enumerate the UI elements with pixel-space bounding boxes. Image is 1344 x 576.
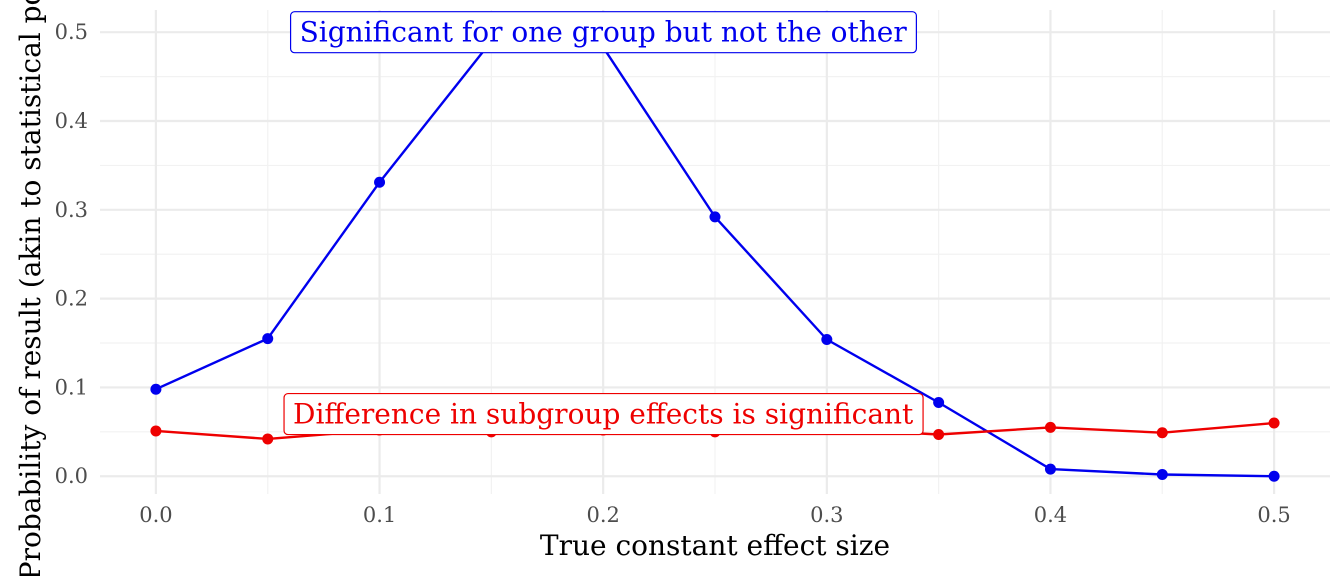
annotation-box <box>283 392 924 436</box>
y-tick-label: 0.5 <box>55 20 88 44</box>
data-point <box>1156 468 1168 480</box>
annotation-text: Difference in subgroup effects is signif… <box>293 398 914 431</box>
data-point <box>709 211 721 223</box>
y-tick-label: 0.2 <box>55 287 88 311</box>
y-axis-title: Probability of result (akin to statistic… <box>14 0 47 576</box>
y-tick-label: 0.1 <box>55 375 88 399</box>
data-point <box>933 397 945 409</box>
data-point <box>1268 417 1280 429</box>
y-tick-label: 0.3 <box>55 198 88 222</box>
x-tick-label: 0.1 <box>363 503 396 527</box>
data-point <box>1044 421 1056 433</box>
x-tick-label: 0.2 <box>586 503 619 527</box>
y-tick-label: 0.4 <box>55 109 88 133</box>
y-tick-labels: 0.0 0.1 0.2 0.3 0.4 0.5 <box>55 20 88 488</box>
data-point <box>1156 427 1168 439</box>
annotation-label: Significant for one group but not the ot… <box>289 11 917 54</box>
data-point <box>933 428 945 440</box>
x-tick-label: 0.5 <box>1257 503 1290 527</box>
data-point <box>150 425 162 437</box>
x-tick-label: 0.4 <box>1034 503 1067 527</box>
data-point <box>821 333 833 345</box>
annotation-layer: Significant for one group but not the ot… <box>283 11 924 436</box>
data-point <box>1044 463 1056 475</box>
data-point <box>262 333 274 345</box>
x-tick-labels: 0.0 0.1 0.2 0.3 0.4 0.5 <box>139 503 1291 527</box>
y-tick-label: 0.0 <box>55 464 88 488</box>
annotation-text: Significant for one group but not the ot… <box>300 16 908 49</box>
data-point <box>262 433 274 445</box>
data-point <box>374 176 386 188</box>
annotation-box <box>289 11 917 54</box>
x-tick-label: 0.0 <box>139 503 172 527</box>
annotation-label: Difference in subgroup effects is signif… <box>283 392 924 436</box>
data-point <box>1268 470 1280 482</box>
x-axis-title: True constant effect size <box>540 529 890 562</box>
x-tick-label: 0.3 <box>810 503 843 527</box>
data-point <box>150 383 162 395</box>
